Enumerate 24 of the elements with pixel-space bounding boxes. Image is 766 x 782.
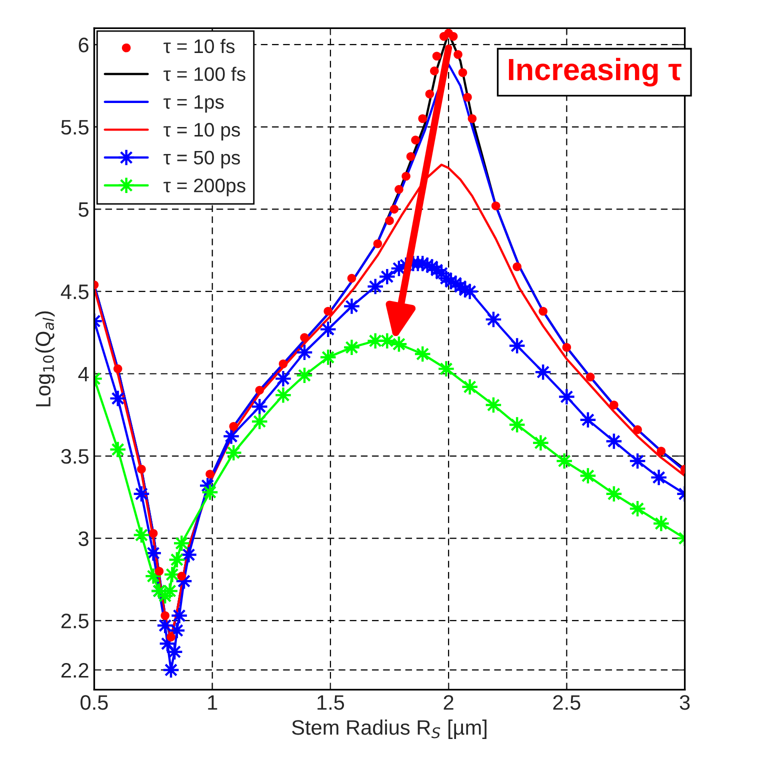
x-tick-label: 1 [208, 695, 218, 710]
y-tick-label: 5.5 [61, 120, 88, 135]
x-tick-label: 3 [680, 695, 690, 710]
x-tick-label: 1.5 [318, 695, 344, 710]
y-tick-label: 3.5 [61, 449, 88, 464]
legend-label: τ = 10 ps [164, 122, 240, 141]
x-tick-label: 2.5 [553, 695, 580, 710]
legend-label: τ = 50 ps [164, 150, 240, 168]
annotation: Increasing τ [508, 58, 682, 87]
y-tick-label: 2.5 [61, 614, 88, 628]
y-tick-label: 6 [78, 38, 88, 52]
y-tick-label: 3 [78, 531, 88, 546]
x-tick-label: 2 [444, 695, 454, 710]
legend-label: τ = 200ps [164, 178, 246, 196]
y-tick-label: 4.5 [60, 284, 88, 300]
y-tick-label: 5 [78, 202, 88, 217]
y-tick-label: 4 [78, 366, 89, 382]
legend-label: τ = 1ps [164, 95, 224, 113]
y-axis-title: Log$_{10}$(Q$_{al}$) [35, 311, 55, 406]
legend-label: τ = 10 fs [164, 38, 235, 54]
y-tick-label: 2.2 [61, 662, 88, 678]
x-axis-title: Stem Radius R$_{S}$ [µm] [292, 720, 486, 739]
x-tick-label: 0.5 [80, 695, 108, 710]
legend-label: τ = 100 fs [164, 66, 246, 81]
